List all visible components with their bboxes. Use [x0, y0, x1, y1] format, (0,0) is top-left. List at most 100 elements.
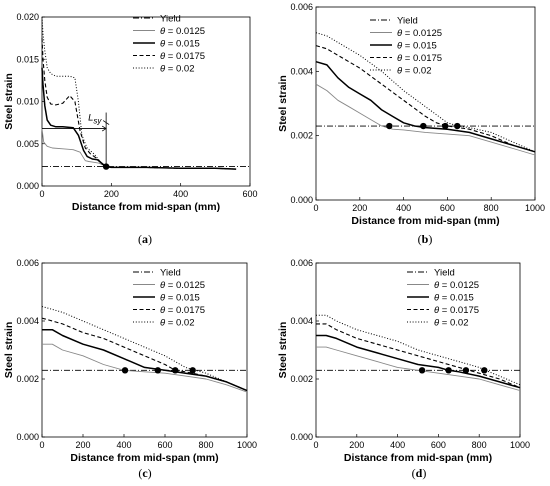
legend-entry: θ = 0.0175 — [434, 305, 479, 316]
legend-theta: θ — [160, 38, 166, 49]
legend-theta: θ — [160, 305, 166, 316]
legend-entry: θ = 0.015 — [434, 292, 474, 303]
x-tick-label: 1000 — [525, 203, 545, 213]
series-line-dashed — [41, 38, 237, 170]
legend-value: = 0.02 — [402, 65, 431, 76]
legend-entry: θ = 0.0125 — [160, 280, 205, 291]
panel-label-letter: c — [142, 466, 148, 480]
y-axis-label: Steel strain — [277, 75, 289, 132]
legend-entry: θ = 0.0175 — [160, 305, 205, 316]
panel-label-letter: a — [142, 232, 148, 246]
x-axis-label: Distance from mid-span (mm) — [72, 201, 220, 213]
x-tick-label: 0 — [39, 440, 44, 450]
panel-label: (d) — [412, 466, 427, 480]
legend-theta: θ — [434, 292, 440, 303]
legend-value: = 0.0125 — [165, 280, 205, 291]
legend-entry: θ = 0.0125 — [397, 28, 442, 39]
series-line-solid — [315, 60, 536, 153]
x-tick-label: 400 — [116, 440, 131, 450]
legend-theta: θ — [160, 292, 166, 303]
legend-entry: θ = 0.0125 — [434, 280, 479, 291]
legend-entry: θ = 0.015 — [160, 292, 200, 303]
panel-label-close: ) — [148, 466, 152, 480]
y-tick-label: 0.020 — [16, 12, 39, 22]
series-line-dotted — [315, 32, 536, 153]
x-tick-label: 800 — [472, 440, 487, 450]
yield-point-marker — [420, 122, 427, 130]
legend-value: = 0.0125 — [402, 28, 442, 39]
chart-panel-d: 0 200 400 600 800 1000 0.000 0.002 0.004 0.006 Dis… — [277, 258, 530, 480]
panel-label-close: ) — [148, 232, 152, 246]
x-axis-label: Distance from mid-span (mm) — [70, 452, 218, 464]
series-line-solid — [316, 334, 521, 389]
yield-point-marker — [481, 367, 488, 374]
x-tick-label: 1000 — [237, 440, 257, 450]
x-tick-label: 200 — [104, 189, 119, 199]
panel-label: (b) — [418, 232, 433, 246]
legend-entry: Yield — [160, 13, 181, 24]
legend-entry: θ = 0.02 — [160, 63, 194, 74]
x-tick-label: 600 — [431, 440, 446, 450]
y-tick-label: 0.004 — [290, 316, 313, 326]
legend-value: = 0.0125 — [439, 280, 479, 291]
panel-label-close: ) — [428, 232, 432, 246]
lsy-tick — [102, 120, 110, 125]
panel-label-open: ( — [418, 232, 422, 246]
legend-value: = 0.0175 — [165, 51, 205, 62]
x-tick-label: 800 — [484, 203, 499, 213]
y-tick-label: 0.006 — [16, 258, 39, 268]
x-tick-label: 600 — [242, 189, 257, 199]
x-tick-label: 400 — [390, 440, 405, 450]
y-tick-label: 0.005 — [16, 139, 39, 149]
chart-panel-c: 0 200 400 600 800 1000 0.000 0.002 0.004 0.006 Dis… — [3, 258, 257, 480]
legend-entry: θ = 0.0125 — [160, 26, 205, 37]
x-tick-label: 600 — [440, 203, 455, 213]
legend-theta: θ — [434, 317, 440, 328]
legend-value: = 0.0175 — [439, 305, 479, 316]
plot-frame — [315, 262, 521, 438]
lsy-annotation: Lsy — [88, 113, 102, 126]
plot-frame — [315, 6, 536, 201]
legend-value: = 0.0125 — [165, 26, 205, 37]
legend-entry: θ = 0.02 — [434, 317, 468, 328]
series-line-dotted — [316, 314, 521, 386]
legend-entry: Yield — [160, 267, 181, 278]
yield-point-marker — [418, 367, 426, 374]
y-tick-label: 0.004 — [16, 316, 39, 326]
yield-point-marker — [386, 122, 393, 130]
x-tick-label: 400 — [396, 203, 411, 213]
legend-value: = 0.015 — [439, 292, 474, 303]
x-axis-label: Distance from mid-span (mm) — [344, 452, 492, 464]
yield-point-marker — [442, 122, 449, 130]
legend-entry: Yield — [397, 15, 418, 26]
x-tick-label: 1000 — [510, 440, 530, 450]
series-line-dashed — [41, 317, 248, 392]
x-tick-label: 0 — [313, 203, 318, 213]
x-tick-label: 400 — [173, 189, 188, 199]
legend-theta: θ — [160, 63, 166, 74]
y-axis-label: Steel strain — [277, 322, 289, 379]
y-tick-label: 0.006 — [290, 258, 313, 268]
legend-entry: Yield — [434, 267, 455, 278]
x-tick-label: 200 — [352, 203, 367, 213]
yield-point-marker — [189, 367, 196, 374]
panel-label: (a) — [138, 232, 152, 246]
lsy-annotation-subscript: sy — [93, 117, 102, 126]
legend-value: = 0.02 — [165, 63, 194, 74]
series-line-gray — [41, 128, 237, 170]
x-tick-label: 200 — [75, 440, 90, 450]
series-line-dashed — [316, 323, 521, 389]
y-tick-label: 0.000 — [16, 181, 39, 191]
series-line-dashed — [315, 45, 536, 153]
legend-value: = 0.015 — [165, 292, 200, 303]
x-tick-label: 800 — [198, 440, 213, 450]
yield-point-marker — [172, 367, 179, 374]
series-line-solid — [41, 67, 237, 170]
x-tick-label: 200 — [349, 440, 364, 450]
y-tick-label: 0.000 — [290, 195, 313, 205]
y-axis-label: Steel strain — [3, 73, 15, 130]
